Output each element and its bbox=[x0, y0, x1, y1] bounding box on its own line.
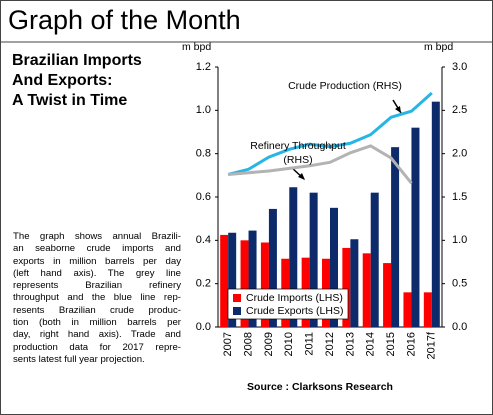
bar bbox=[383, 263, 392, 327]
body-line: resents Brazilian crude produc- bbox=[13, 304, 181, 316]
body-line: production data for 2017 repre- bbox=[13, 341, 181, 353]
article-body: The graph shows annual Brazili-an seabor… bbox=[13, 231, 181, 366]
body-line: throughput and the blue line rep- bbox=[13, 292, 181, 304]
bar bbox=[423, 292, 432, 327]
y-tick-label: 0.4 bbox=[196, 234, 211, 246]
x-tick-label: 2014 bbox=[365, 332, 377, 356]
y2-tick-label: 1.0 bbox=[452, 234, 467, 246]
body-line: (left hand axis). The grey line bbox=[13, 267, 181, 279]
article-title: Brazilian Imports bbox=[12, 52, 142, 69]
bar bbox=[330, 207, 338, 327]
y-tick-label: 0.0 bbox=[196, 321, 211, 333]
annotation: (RHS) bbox=[283, 154, 312, 166]
source: Source : Clarksons Research bbox=[247, 381, 393, 393]
x-tick-label: 2008 bbox=[242, 332, 254, 356]
x-tick-label: 2009 bbox=[263, 332, 275, 356]
y2-tick-label: 1.5 bbox=[452, 191, 467, 203]
bar bbox=[260, 242, 269, 327]
y2-tick-label: 0.0 bbox=[452, 321, 467, 333]
y-tick-label: 0.6 bbox=[196, 191, 211, 203]
x-tick-label: 2010 bbox=[283, 332, 295, 356]
line bbox=[227, 91, 433, 176]
x-tick-label: 2013 bbox=[344, 332, 356, 356]
body-line: day, right hand axis). Trade and bbox=[13, 329, 181, 341]
legend-label: Crude Imports (LHS) bbox=[246, 292, 343, 304]
body-line: an seaborne crude imports and bbox=[13, 243, 181, 255]
y2-tick-label: 2.0 bbox=[452, 148, 467, 160]
bar bbox=[370, 192, 379, 327]
bar bbox=[228, 232, 237, 327]
bar bbox=[342, 247, 351, 327]
bar bbox=[403, 292, 412, 327]
annotation: Crude Production (RHS) bbox=[288, 80, 402, 92]
body-line: represents Brazilian refinery bbox=[13, 280, 181, 292]
legend-swatch bbox=[233, 294, 241, 302]
body-line: tion (both in million barrels per bbox=[13, 317, 181, 329]
bar bbox=[289, 187, 298, 327]
x-tick-label: 2016 bbox=[405, 332, 417, 356]
x-tick-label: 2017f bbox=[426, 331, 438, 359]
legend-label: Crude Exports (LHS) bbox=[246, 305, 343, 317]
legend-swatch bbox=[233, 307, 241, 315]
y-tick-label: 0.2 bbox=[196, 278, 211, 290]
x-tick-label: 2012 bbox=[324, 332, 336, 356]
y2-unit: m bpd bbox=[424, 41, 453, 53]
annotation-arrow bbox=[395, 106, 401, 113]
legend-box bbox=[227, 288, 349, 320]
bar bbox=[268, 208, 277, 327]
bar bbox=[431, 101, 440, 328]
annotation: Refinery Throughput bbox=[250, 140, 346, 152]
x-tick-label: 2011 bbox=[304, 332, 316, 356]
bar bbox=[362, 253, 371, 327]
article-title: A Twist in Time bbox=[12, 92, 127, 109]
bar bbox=[248, 230, 257, 327]
y-tick-label: 1.0 bbox=[196, 104, 211, 116]
page-title: Graph of the Month bbox=[8, 5, 241, 35]
body-line: sents latest full year projection. bbox=[13, 353, 145, 365]
y-tick-label: 1.2 bbox=[196, 61, 211, 73]
bar bbox=[240, 240, 249, 327]
bar bbox=[411, 127, 420, 328]
y2-tick-label: 2.5 bbox=[452, 104, 467, 116]
y2-tick-label: 3.0 bbox=[452, 61, 467, 73]
y-tick-label: 0.8 bbox=[196, 148, 211, 160]
y-unit: m bpd bbox=[182, 41, 211, 53]
bar bbox=[220, 234, 229, 327]
line bbox=[228, 144, 413, 185]
article-title: And Exports: bbox=[12, 72, 112, 89]
bar bbox=[350, 239, 359, 327]
bar bbox=[391, 147, 400, 327]
body-line: exports in million barrels per day bbox=[13, 255, 181, 267]
annotation-arrow bbox=[298, 173, 305, 180]
body-line: The graph shows annual Brazili- bbox=[13, 231, 181, 242]
bar bbox=[309, 192, 318, 327]
x-tick-label: 2015 bbox=[385, 332, 397, 356]
y2-tick-label: 0.5 bbox=[452, 278, 467, 290]
x-tick-label: 2007 bbox=[222, 332, 234, 356]
